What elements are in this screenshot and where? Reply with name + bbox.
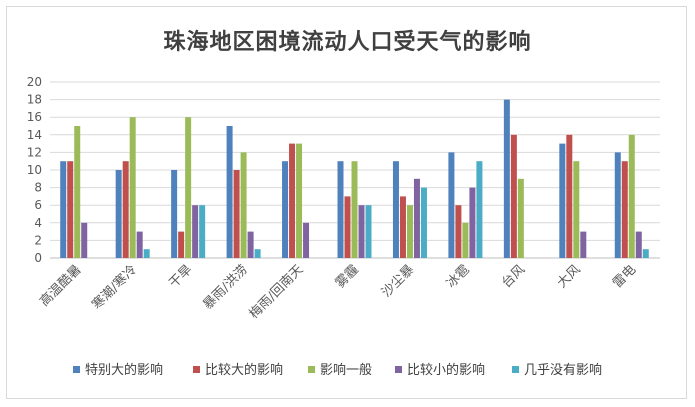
bar [351, 161, 358, 258]
bar [60, 161, 67, 258]
y-tick-label: 4 [34, 216, 42, 230]
bar [289, 143, 296, 258]
bar [392, 161, 399, 258]
legend-label: 几乎没有影响 [524, 362, 602, 378]
bar [143, 249, 150, 258]
y-tick-label: 6 [34, 198, 42, 212]
bar [122, 161, 129, 258]
legend-label: 比较大的影响 [205, 362, 283, 378]
bar [254, 249, 261, 258]
bar [399, 196, 406, 258]
x-tick-label: 高温酷暑 [36, 262, 84, 310]
bar [469, 187, 476, 258]
legend-swatch [395, 366, 402, 373]
bar [337, 161, 344, 258]
x-tick-label: 台风 [499, 262, 528, 291]
bar [199, 205, 206, 258]
bar [420, 187, 427, 258]
bar [510, 134, 517, 258]
y-tick-label: 16 [27, 110, 42, 124]
bar [178, 231, 185, 258]
y-tick-label: 8 [34, 181, 42, 195]
bar [365, 205, 372, 258]
y-tick-label: 12 [27, 145, 42, 159]
x-tick-label: 暴雨/洪涝 [200, 262, 251, 313]
bar [81, 222, 88, 258]
bar [192, 205, 199, 258]
bar [503, 99, 510, 258]
x-tick-label: 沙尘暴 [379, 262, 417, 300]
x-tick-label: 冰雹 [444, 262, 473, 291]
bar [303, 222, 310, 258]
bar [559, 143, 566, 258]
bar [462, 222, 469, 258]
bar [282, 161, 289, 258]
y-axis-ticks: 0 2 4 6 8 10 12 14 16 18 20 [27, 75, 42, 265]
bar [406, 205, 413, 258]
bar [296, 143, 303, 258]
y-tick-label: 14 [27, 128, 42, 142]
y-tick-label: 0 [34, 251, 42, 265]
legend-swatch [73, 366, 80, 373]
bar [233, 170, 240, 258]
bar [129, 117, 136, 258]
bar [226, 126, 233, 258]
y-tick-label: 20 [27, 75, 42, 89]
legend-swatch [308, 366, 315, 373]
bar [358, 205, 365, 258]
legend-swatch [512, 366, 519, 373]
bar [642, 249, 649, 258]
y-tick-label: 18 [27, 93, 42, 107]
bar [136, 231, 143, 258]
x-tick-label: 大风 [555, 262, 584, 291]
bar [185, 117, 192, 258]
legend-swatch [193, 366, 200, 373]
bar [476, 161, 483, 258]
y-tick-label: 2 [34, 233, 42, 247]
legend-label: 影响一般 [320, 362, 372, 378]
bar [635, 231, 642, 258]
bar [67, 161, 74, 258]
bar [247, 231, 254, 258]
bar [580, 231, 587, 258]
bar [573, 161, 580, 258]
x-tick-label: 雾霾 [333, 262, 362, 291]
bar [455, 205, 462, 258]
bar [344, 196, 351, 258]
x-tick-label: 寒潮/寒冷 [89, 262, 140, 313]
bar [566, 134, 573, 258]
x-tick-label: 梅雨/回南天 [246, 262, 306, 322]
bar [74, 126, 81, 258]
y-tick-label: 10 [27, 163, 42, 177]
bars [60, 99, 649, 258]
chart-title: 珠海地区困境流动人口受天气的影响 [163, 29, 532, 55]
bar [614, 152, 621, 258]
x-tick-label: 雷电 [610, 262, 639, 291]
bar [628, 134, 635, 258]
bar [621, 161, 628, 258]
legend: 特别大的影响 比较大的影响 影响一般 比较小的影响 几乎没有影响 [73, 362, 602, 378]
legend-label: 比较小的影响 [407, 362, 485, 378]
bar [115, 170, 122, 258]
bar [517, 178, 524, 258]
bar [448, 152, 455, 258]
bar [171, 170, 178, 258]
legend-label: 特别大的影响 [85, 362, 163, 378]
bar [240, 152, 247, 258]
x-tick-label: 干旱 [166, 262, 195, 291]
bar [413, 178, 420, 258]
